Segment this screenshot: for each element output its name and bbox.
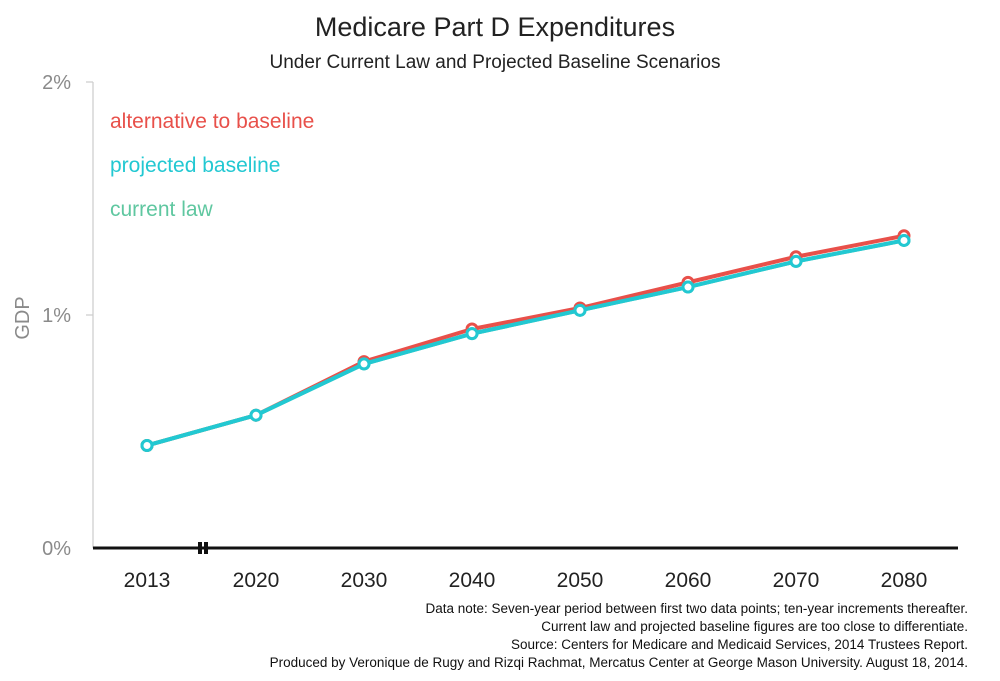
y-tick-label: 1%: [42, 305, 71, 327]
data-point: [789, 254, 803, 268]
y-tick-label: 2%: [42, 72, 71, 94]
x-tick-label: 2050: [557, 569, 604, 592]
x-tick-label: 2030: [341, 569, 388, 592]
data-point: [897, 233, 911, 247]
legend: alternative to baseline projected baselin…: [110, 110, 314, 221]
x-ticks: 2013 2020 2030 2040 2050 2060 2070 2080: [124, 569, 928, 592]
x-tick-label: 2020: [233, 569, 280, 592]
data-note: Current law and projected baseline figur…: [541, 619, 968, 634]
x-tick-label: 2070: [773, 569, 820, 592]
data-point: [249, 408, 263, 422]
x-tick-label: 2080: [881, 569, 928, 592]
x-tick-label: 2013: [124, 569, 171, 592]
series-group: [140, 229, 911, 452]
legend-entry: current law: [110, 198, 214, 221]
data-point: [681, 280, 695, 294]
data-point: [140, 438, 154, 452]
axis-break-marker: [198, 542, 208, 554]
data-point: [465, 327, 479, 341]
legend-entry: alternative to baseline: [110, 110, 314, 133]
x-tick-label: 2040: [449, 569, 496, 592]
legend-entry: projected baseline: [110, 154, 280, 177]
data-point: [357, 357, 371, 371]
data-point: [573, 303, 587, 317]
data-notes: Data note: Seven-year period between fir…: [270, 601, 968, 670]
y-axis-label: GDP: [12, 296, 34, 339]
chart-title: Medicare Part D Expenditures: [315, 12, 675, 42]
y-ticks: 0% 1% 2%: [42, 72, 93, 560]
data-note: Source: Centers for Medicare and Medicai…: [511, 637, 968, 652]
data-note: Data note: Seven-year period between fir…: [425, 601, 968, 616]
y-tick-label: 0%: [42, 538, 71, 560]
chart-subtitle: Under Current Law and Projected Baseline…: [270, 52, 721, 73]
series-line: [146, 238, 905, 448]
data-note: Produced by Veronique de Rugy and Rizqi …: [270, 655, 968, 670]
series-projected-baseline: [140, 233, 911, 452]
x-tick-label: 2060: [665, 569, 712, 592]
